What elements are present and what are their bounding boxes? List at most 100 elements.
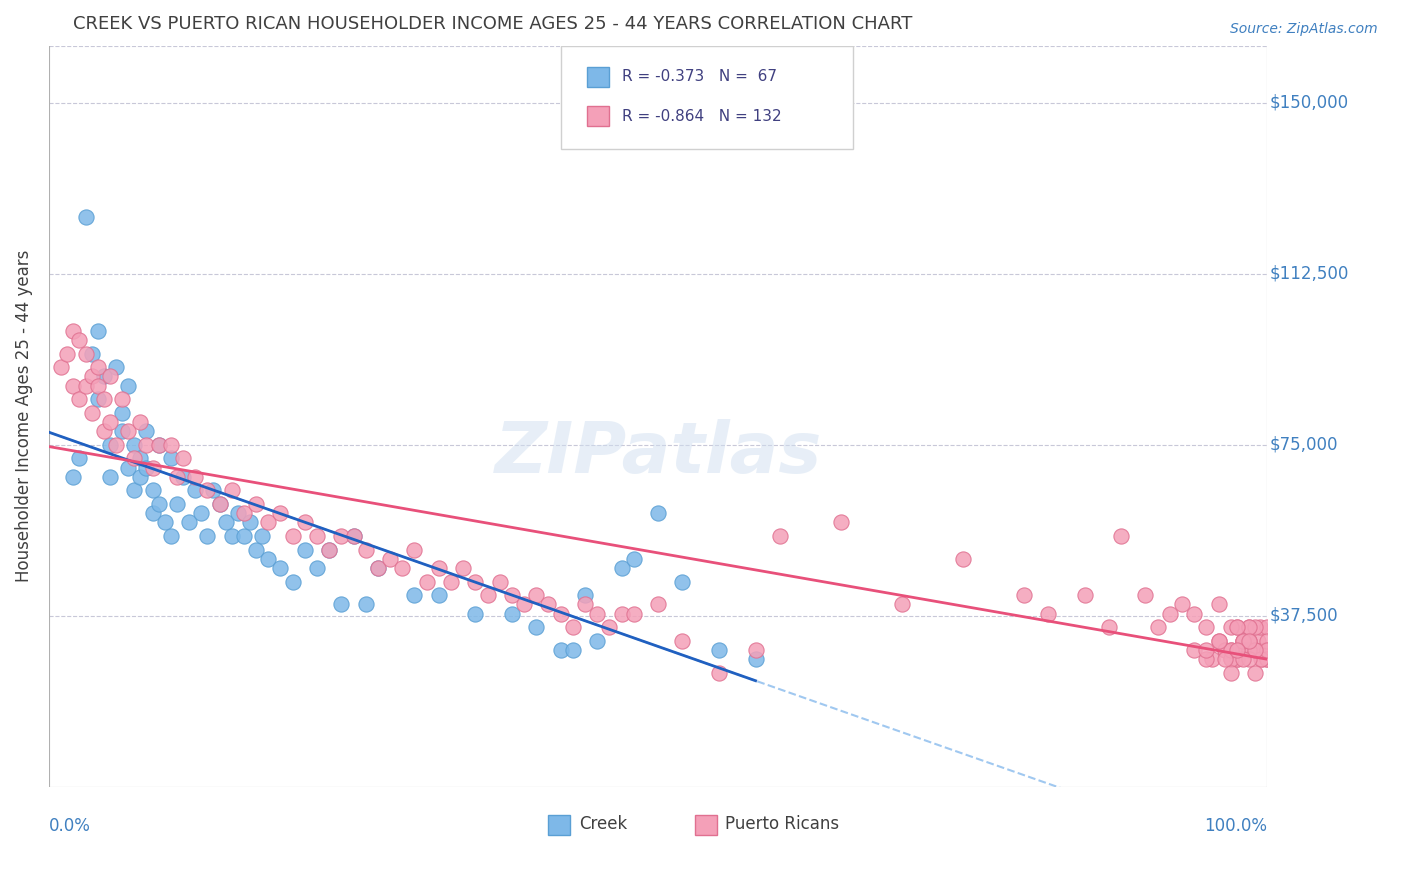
- Point: [184, 469, 207, 483]
- Point: [744, 652, 766, 666]
- Point: [281, 574, 304, 589]
- Point: [1208, 634, 1230, 648]
- Point: [257, 516, 280, 530]
- Point: [75, 210, 97, 224]
- Text: Source: ZipAtlas.com: Source: ZipAtlas.com: [1230, 22, 1378, 37]
- Point: [367, 561, 389, 575]
- Point: [1159, 607, 1181, 621]
- Point: [257, 552, 280, 566]
- Point: [62, 378, 84, 392]
- Point: [623, 607, 645, 621]
- Point: [1213, 643, 1236, 657]
- Point: [1195, 620, 1218, 634]
- Point: [177, 516, 200, 530]
- Point: [1219, 652, 1241, 666]
- Point: [464, 574, 486, 589]
- Point: [80, 406, 103, 420]
- Point: [232, 529, 254, 543]
- Text: $75,000: $75,000: [1270, 436, 1339, 454]
- Point: [550, 607, 572, 621]
- Point: [586, 634, 609, 648]
- Point: [1232, 634, 1254, 648]
- Point: [1256, 620, 1278, 634]
- Point: [890, 598, 912, 612]
- Point: [129, 469, 152, 483]
- Point: [744, 643, 766, 657]
- Point: [342, 529, 364, 543]
- Point: [1182, 643, 1205, 657]
- Point: [1213, 652, 1236, 666]
- Text: 0.0%: 0.0%: [49, 816, 91, 835]
- Point: [202, 483, 225, 498]
- Point: [1244, 643, 1267, 657]
- Point: [415, 574, 437, 589]
- Point: [153, 516, 176, 530]
- Point: [67, 333, 90, 347]
- Point: [427, 588, 450, 602]
- Point: [122, 438, 145, 452]
- Point: [86, 360, 108, 375]
- Point: [1254, 643, 1277, 657]
- Point: [1219, 643, 1241, 657]
- Point: [62, 469, 84, 483]
- Point: [1219, 652, 1241, 666]
- Point: [1237, 643, 1260, 657]
- Point: [226, 506, 249, 520]
- FancyBboxPatch shape: [695, 815, 717, 835]
- Point: [501, 607, 523, 621]
- Point: [141, 506, 163, 520]
- Point: [1226, 620, 1249, 634]
- FancyBboxPatch shape: [588, 67, 609, 87]
- Point: [1256, 643, 1278, 657]
- Point: [98, 369, 121, 384]
- Point: [111, 406, 134, 420]
- Point: [93, 424, 115, 438]
- Point: [671, 634, 693, 648]
- Point: [214, 516, 236, 530]
- Point: [1237, 620, 1260, 634]
- Point: [75, 378, 97, 392]
- Point: [148, 438, 170, 452]
- Text: ZIPatlas: ZIPatlas: [495, 419, 821, 488]
- Point: [1226, 643, 1249, 657]
- Point: [952, 552, 974, 566]
- Point: [56, 346, 79, 360]
- Point: [1237, 652, 1260, 666]
- Point: [250, 529, 273, 543]
- Point: [1219, 665, 1241, 680]
- Point: [208, 497, 231, 511]
- Point: [391, 561, 413, 575]
- Text: CREEK VS PUERTO RICAN HOUSEHOLDER INCOME AGES 25 - 44 YEARS CORRELATION CHART: CREEK VS PUERTO RICAN HOUSEHOLDER INCOME…: [73, 15, 912, 33]
- Point: [1237, 634, 1260, 648]
- Point: [305, 561, 328, 575]
- Point: [1232, 634, 1254, 648]
- Point: [166, 497, 188, 511]
- Point: [830, 516, 852, 530]
- Point: [239, 516, 262, 530]
- Point: [1182, 607, 1205, 621]
- Text: R = -0.373   N =  67: R = -0.373 N = 67: [621, 70, 776, 85]
- Point: [122, 451, 145, 466]
- Point: [1246, 634, 1268, 648]
- Text: $150,000: $150,000: [1270, 94, 1348, 112]
- Point: [294, 516, 316, 530]
- Point: [135, 438, 157, 452]
- Point: [488, 574, 510, 589]
- Point: [561, 643, 583, 657]
- Point: [1226, 620, 1249, 634]
- Point: [104, 438, 127, 452]
- Point: [269, 561, 291, 575]
- Point: [586, 607, 609, 621]
- Point: [172, 469, 194, 483]
- Point: [294, 542, 316, 557]
- Point: [98, 415, 121, 429]
- Point: [451, 561, 474, 575]
- Point: [1146, 620, 1168, 634]
- Point: [172, 451, 194, 466]
- Point: [159, 529, 181, 543]
- Text: 100.0%: 100.0%: [1205, 816, 1267, 835]
- Point: [1232, 643, 1254, 657]
- Point: [305, 529, 328, 543]
- Point: [281, 529, 304, 543]
- FancyBboxPatch shape: [561, 45, 853, 150]
